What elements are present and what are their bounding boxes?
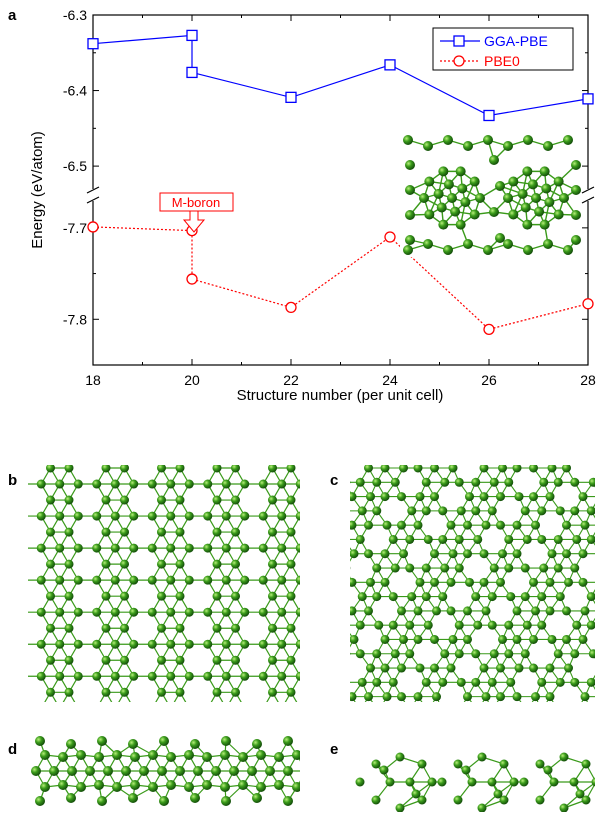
data-point [285, 301, 297, 314]
y-axis-label: Energy (eV/atom) [29, 131, 46, 249]
x-tick-label: 20 [184, 372, 200, 388]
boron-sheet-icon [350, 465, 595, 702]
axis-break-gap [582, 189, 594, 201]
data-point [384, 59, 396, 71]
legend-label-gga: GGA-PBE [484, 33, 548, 49]
m-boron-label: M-boron [172, 195, 220, 210]
y-tick-label: -6.3 [63, 7, 87, 23]
m-boron-arrow [182, 210, 206, 233]
legend-label-pbe0: PBE0 [484, 53, 520, 69]
data-point [582, 298, 594, 310]
axis-break-mark [581, 186, 595, 194]
panel-label-b: b [8, 472, 17, 489]
chart-axes: 18 20 22 24 26 28 -6.3 -6.4 -6.5 -7.7 -7.8 [63, 7, 596, 388]
data-point [384, 231, 396, 243]
panel-label-e: e [330, 741, 338, 758]
chart-legend: GGA-PBE PBE0 [432, 27, 574, 71]
data-point [186, 273, 198, 285]
boron-nanoribbon-icon [31, 736, 300, 806]
x-tick-label: 28 [580, 372, 596, 388]
boron-nanoribbon-icon [355, 752, 595, 812]
data-point [582, 93, 594, 105]
boron-sheet-icon [28, 465, 300, 702]
data-point [186, 66, 198, 79]
axis-break-mark [86, 186, 100, 194]
x-tick-label: 26 [481, 372, 497, 388]
boron-cluster-icon [400, 132, 581, 257]
y-tick-label: -6.5 [63, 158, 87, 174]
data-point [285, 91, 297, 104]
m-boron-annotation: M-boron [159, 192, 234, 233]
x-tick-label: 24 [382, 372, 398, 388]
legend-marker-pbe0 [453, 55, 465, 67]
y-tick-label: -7.7 [63, 220, 87, 236]
energy-chart: 18 20 22 24 26 28 -6.3 -6.4 -6.5 -7.7 -7.8 GGA-PBE… [29, 7, 596, 404]
chart-series [87, 29, 594, 335]
x-tick-label: 18 [85, 372, 101, 388]
axis-break-mark [86, 196, 100, 204]
data-point [87, 221, 99, 233]
data-point [87, 38, 99, 50]
panel-label-a: a [8, 7, 17, 24]
y-tick-label: -6.4 [63, 83, 87, 99]
panel-label-c: c [330, 472, 338, 489]
axis-break-gap [87, 189, 99, 201]
x-axis-label: Structure number (per unit cell) [237, 387, 444, 404]
y-tick-label: -7.8 [63, 311, 87, 327]
data-point [483, 323, 495, 335]
panel-label-d: d [8, 741, 17, 758]
x-tick-label: 22 [283, 372, 299, 388]
data-point [186, 29, 198, 42]
data-point [483, 109, 495, 122]
legend-marker-gga [453, 35, 465, 47]
axis-break-mark [581, 196, 595, 204]
